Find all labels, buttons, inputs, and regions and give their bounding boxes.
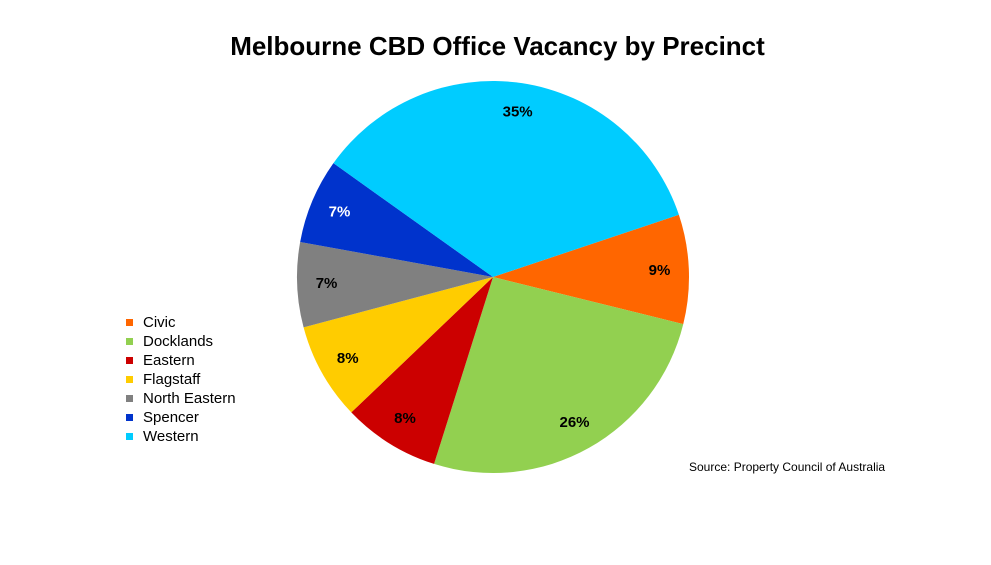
slice-label-flagstaff: 8% [337,350,359,367]
legend-swatch [126,376,133,383]
pie-slice-eastern [351,277,493,464]
slice-label-docklands: 26% [560,414,590,431]
legend-item: North Eastern [126,389,236,408]
slice-label-spencer: 7% [329,204,351,221]
legend-item: Spencer [126,408,236,427]
slice-label-eastern: 8% [394,410,416,427]
legend-swatch [126,319,133,326]
pie-slice-spencer [300,163,493,277]
legend-swatch [126,357,133,364]
pie-slice-flagstaff [303,277,493,413]
slice-label-western: 35% [503,104,533,121]
legend-item: Civic [126,313,236,332]
legend-swatch [126,414,133,421]
legend-item: Eastern [126,351,236,370]
pie-slice-western [333,80,679,277]
pie-slice-docklands [434,277,684,473]
legend-label: Civic [143,314,176,331]
pie-slice-north-eastern [296,241,493,328]
pie-slice-civic [493,214,689,325]
legend-item: Flagstaff [126,370,236,389]
legend-item: Western [126,427,236,446]
source-note: Source: Property Council of Australia [689,460,886,474]
legend-swatch [126,338,133,345]
legend-swatch [126,395,133,402]
slice-label-civic: 9% [649,262,671,279]
legend-label: Flagstaff [143,371,201,388]
legend-label: Eastern [143,352,195,369]
legend-item: Docklands [126,332,236,351]
legend-label: North Eastern [143,390,236,407]
legend-label: Docklands [143,333,214,350]
legend-label: Spencer [143,409,199,426]
chart-title: Melbourne CBD Office Vacancy by Precinct [230,31,765,61]
legend: Civic Docklands Eastern Flagstaff North East… [126,313,236,446]
legend-label: Western [143,428,199,445]
slice-label-north-eastern: 7% [316,275,338,292]
legend-swatch [126,433,133,440]
